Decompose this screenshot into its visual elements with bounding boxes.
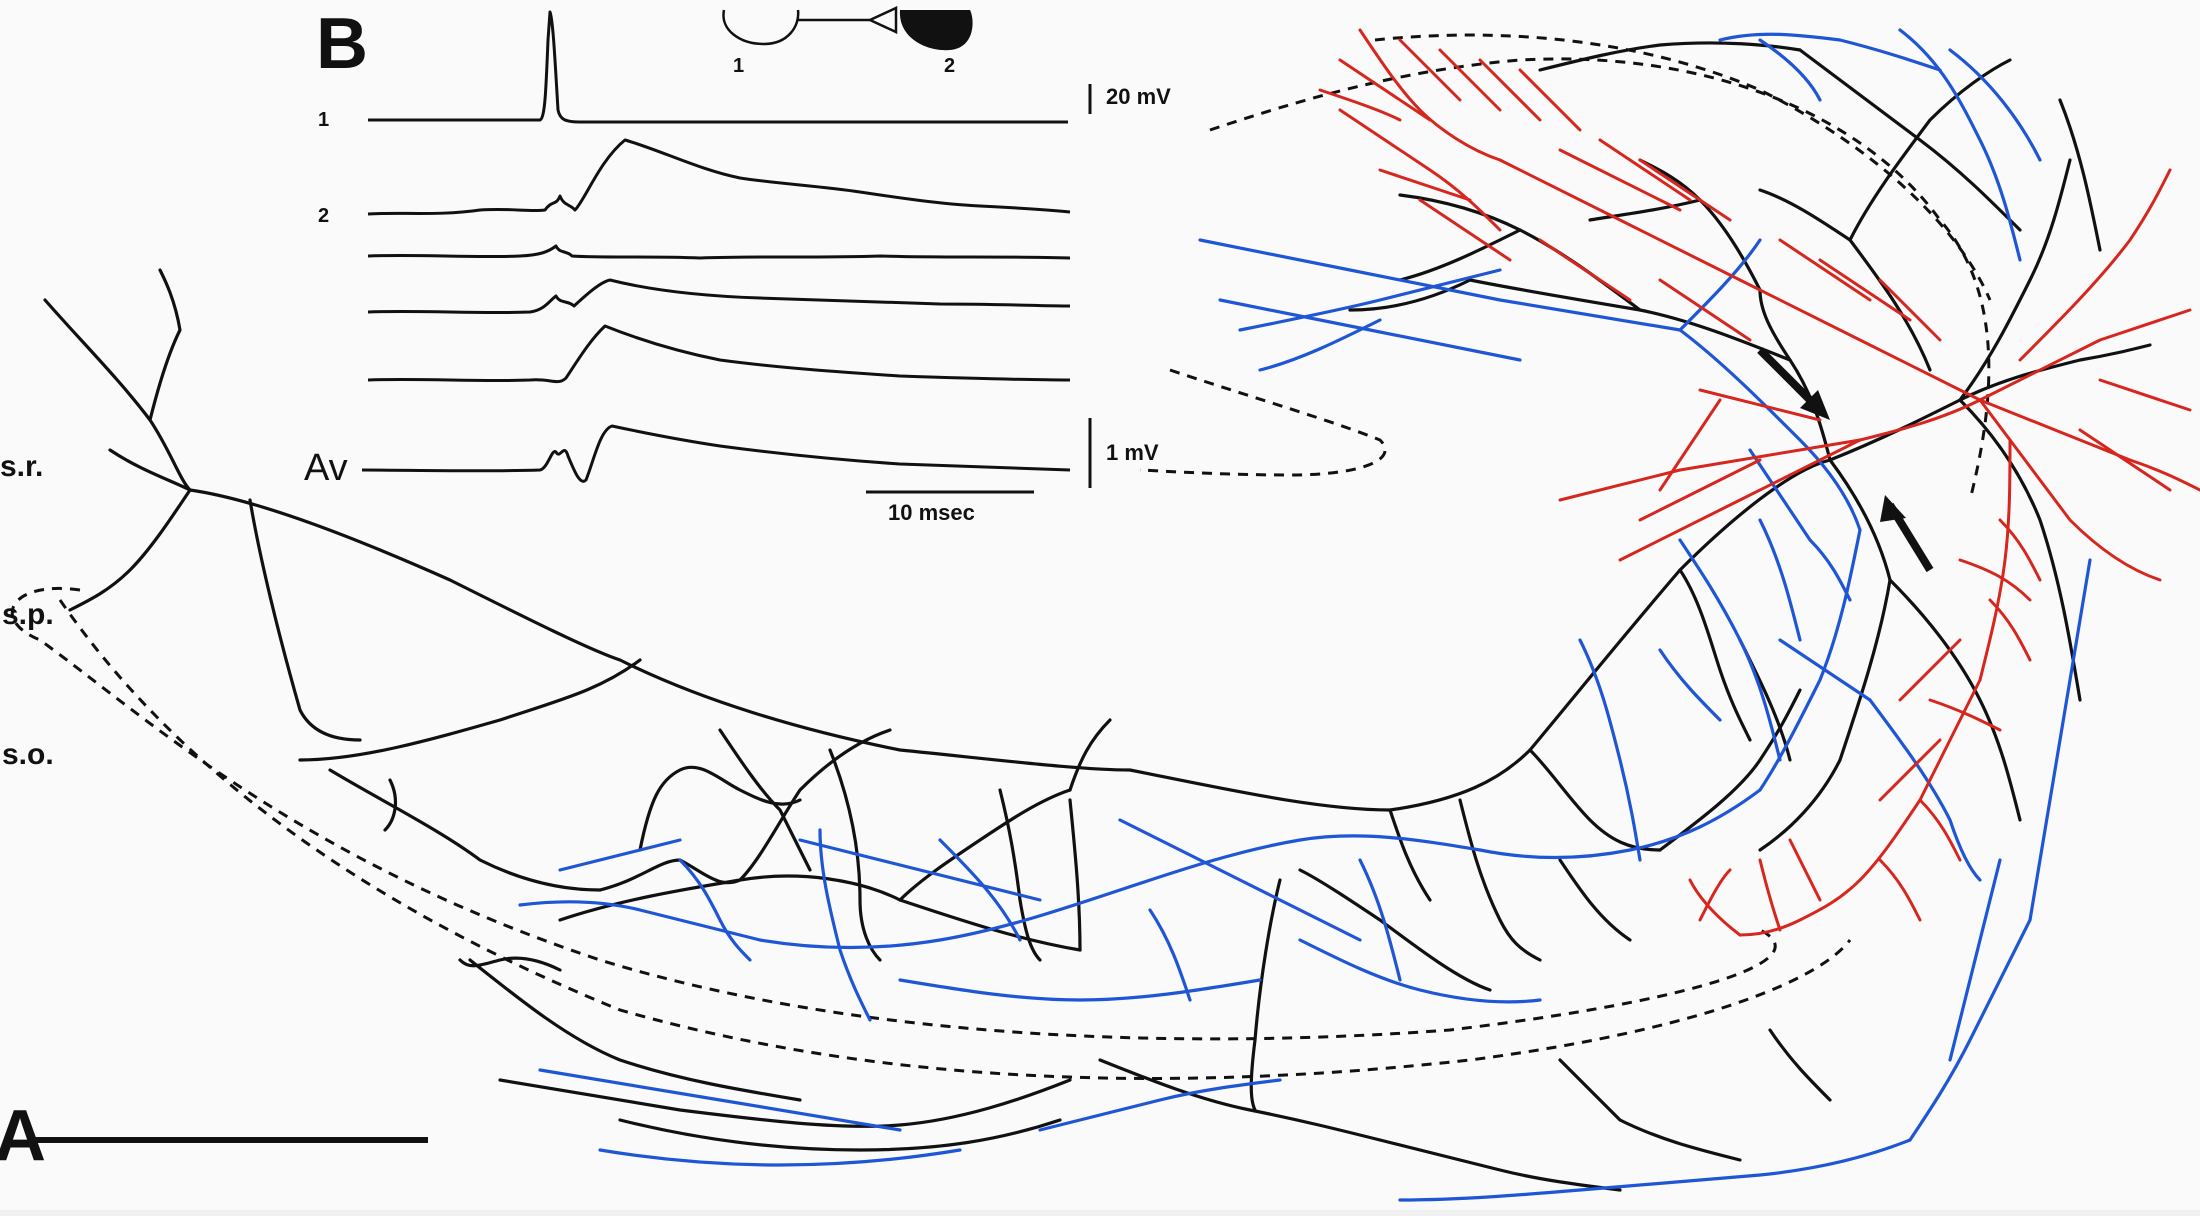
soma-arrows: [1757, 347, 1934, 573]
epsp-trace-1: [367, 138, 1071, 216]
panel-b-scale-bars: 20 mV 1 mV 10 msec: [866, 84, 1171, 525]
cell-1-label: 1: [733, 55, 744, 77]
epsp-trace-3: [367, 278, 1071, 315]
cell-2-label: 2: [944, 55, 955, 77]
trace-2-label: 2: [318, 205, 329, 227]
epsp-trace-2: [367, 244, 1071, 260]
layer-label-so: s.o.: [2, 738, 54, 771]
stratum-pyramidale-outline: [10, 33, 1992, 1080]
trace-1-label: 1: [318, 109, 329, 131]
voltage-scale-label-top: 20 mV: [1106, 84, 1171, 109]
cell-2-soma: [899, 10, 973, 51]
average-trace: [361, 424, 1071, 483]
red-dendritic-tree: [1318, 28, 2200, 937]
figure-bottom-edge: [0, 1210, 2200, 1216]
epsp-trace-4: [367, 324, 1071, 384]
blue-axon-arbor: [518, 28, 2092, 1202]
presynaptic-spike-trace: [368, 10, 1068, 124]
layer-label-sp: s.p.: [2, 598, 54, 631]
time-scale-label: 10 msec: [888, 500, 975, 525]
layer-label-sr: s.r.: [0, 450, 43, 483]
cell-1-soma: [722, 9, 800, 46]
arrow-head-2: [1880, 495, 1906, 522]
connection-schematic: 1 2: [722, 6, 973, 77]
synapse-terminal: [867, 6, 898, 34]
arrow-head-1: [1800, 390, 1830, 420]
voltage-scale-label-bottom: 1 mV: [1106, 440, 1159, 465]
black-axon-arbor: [43, 41, 2152, 1192]
panel-a-label: A: [0, 1096, 46, 1176]
average-label: Av: [304, 447, 348, 489]
recording-traces: 1 2 Av: [304, 10, 1071, 489]
panel-b-label: B: [316, 4, 368, 84]
